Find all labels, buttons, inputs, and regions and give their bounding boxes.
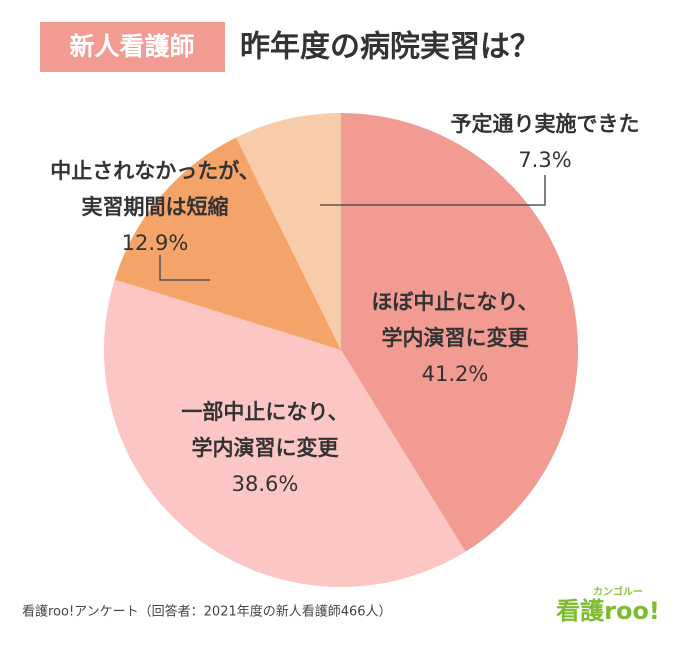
slice-label: 学内演習に変更 [192, 436, 340, 460]
slice-label: 学内演習に変更 [382, 326, 530, 350]
slice-label: 中止されなかったが、 [50, 159, 260, 183]
pie [104, 113, 578, 587]
logo-sub: カンゴルー [593, 585, 643, 598]
badge: 新人看護師 [69, 32, 194, 61]
chart-title: 昨年度の病院実習は？ [240, 30, 540, 65]
slice-label: 予定通り実施できた [451, 112, 640, 136]
slice [236, 113, 341, 350]
leader-line [159, 255, 210, 281]
slice [104, 279, 466, 587]
logo: 看護roo! [556, 597, 660, 625]
slice [341, 113, 578, 552]
value-label: 41.2% [422, 362, 489, 386]
value-label: 12.9% [122, 231, 189, 255]
slice-label: ほぼ中止になり、 [371, 290, 538, 314]
badge-bg [40, 22, 225, 72]
value-label: 38.6% [232, 472, 299, 496]
leader-line [320, 175, 546, 206]
slice [114, 137, 341, 350]
slice-label: 一部中止になり、 [181, 400, 348, 424]
source: 看護roo!アンケート（回答者：2021年度の新人看護師466人） [22, 604, 392, 620]
value-label: 7.3% [518, 148, 571, 172]
slice-label: 実習期間は短縮 [82, 195, 229, 219]
